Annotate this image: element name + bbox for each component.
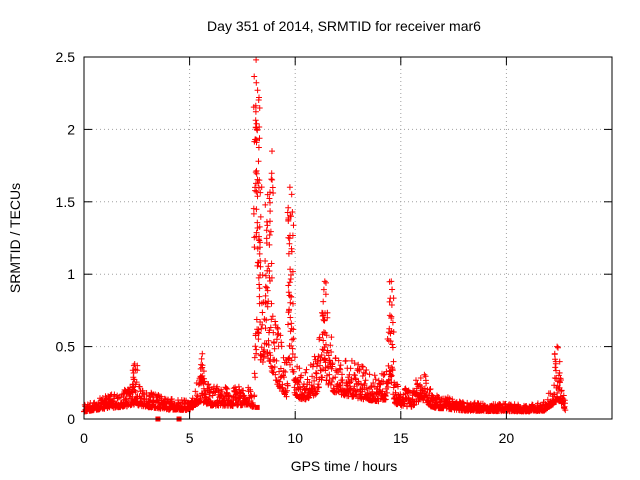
x-tick-label: 5 xyxy=(186,430,194,446)
x-tick-label: 10 xyxy=(287,430,303,446)
y-tick-label: 0 xyxy=(67,411,75,427)
x-tick-label: 0 xyxy=(80,430,88,446)
plot-frame xyxy=(83,56,613,420)
tick-labels: 0 0.5 1 1.5 2 2.5 0 5 10 15 20 xyxy=(56,49,515,446)
grid xyxy=(84,57,612,419)
y-tick-label: 0.5 xyxy=(56,339,76,355)
y-tick-label: 2 xyxy=(67,121,75,137)
y-tick-label: 1.5 xyxy=(56,194,76,210)
low-point-marker xyxy=(254,404,260,410)
chart-title: Day 351 of 2014, SRMTID for receiver mar… xyxy=(207,18,481,34)
y-tick-label: 2.5 xyxy=(56,49,76,65)
x-axis-label: GPS time / hours xyxy=(291,458,398,474)
y-axis-label: SRMTID / TECUs xyxy=(7,183,23,293)
x-tick-label: 20 xyxy=(499,430,515,446)
y-tick-label: 1 xyxy=(67,266,75,282)
x-tick-label: 15 xyxy=(393,430,409,446)
